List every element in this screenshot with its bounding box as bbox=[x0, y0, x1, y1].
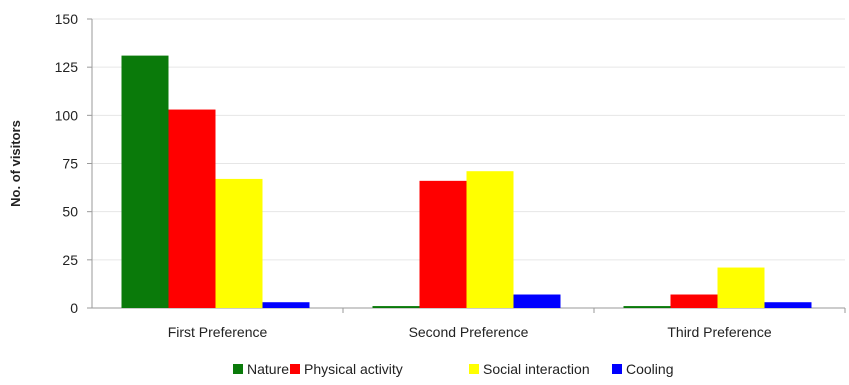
y-tick-labels: 0 25 50 75 100 125 150 bbox=[55, 11, 79, 316]
y-tick-label: 25 bbox=[62, 252, 78, 268]
x-tick-label: Third Preference bbox=[667, 324, 771, 340]
legend-item-cooling: Cooling bbox=[612, 361, 673, 377]
bar-nature-2 bbox=[623, 306, 671, 308]
legend-item-physical-activity: Physical activity bbox=[290, 361, 403, 377]
bar-social-interaction-0 bbox=[215, 178, 263, 308]
legend-swatch bbox=[290, 364, 300, 374]
bar-cooling-0 bbox=[262, 302, 310, 308]
legend-label: Physical activity bbox=[304, 361, 403, 377]
legend-item-social-interaction: Social interaction bbox=[469, 361, 590, 377]
legend-label: Cooling bbox=[626, 361, 673, 377]
legend-swatch bbox=[233, 364, 243, 374]
y-tick-label: 125 bbox=[55, 59, 79, 75]
legend: Nature Physical activity Social interactio… bbox=[233, 361, 673, 377]
bar-nature-0 bbox=[121, 55, 169, 309]
bar-social-interaction-2 bbox=[717, 267, 765, 308]
bar-cooling-1 bbox=[513, 294, 561, 308]
y-tick-label: 50 bbox=[62, 204, 78, 220]
x-tick-labels: First Preference Second Preference Third P… bbox=[168, 324, 772, 340]
bar-social-interaction-1 bbox=[466, 171, 514, 308]
bar-physical-activity-1 bbox=[419, 180, 467, 308]
legend-item-nature: Nature bbox=[233, 361, 289, 377]
y-tick-label: 100 bbox=[55, 107, 79, 123]
legend-swatch bbox=[469, 364, 479, 374]
y-tick-label: 0 bbox=[70, 300, 78, 316]
y-tick-label: 150 bbox=[55, 11, 79, 27]
x-tick-label: First Preference bbox=[168, 324, 268, 340]
y-axis-title: No. of visitors bbox=[8, 120, 23, 207]
bar-physical-activity-2 bbox=[670, 294, 718, 308]
legend-label: Nature bbox=[247, 361, 289, 377]
legend-label: Social interaction bbox=[483, 361, 590, 377]
bar-cooling-2 bbox=[764, 302, 812, 308]
bar-physical-activity-0 bbox=[168, 109, 216, 308]
y-tick-label: 75 bbox=[62, 156, 78, 172]
x-tick-label: Second Preference bbox=[409, 324, 529, 340]
bars bbox=[121, 55, 812, 309]
legend-swatch bbox=[612, 364, 622, 374]
bar-nature-1 bbox=[372, 306, 420, 308]
